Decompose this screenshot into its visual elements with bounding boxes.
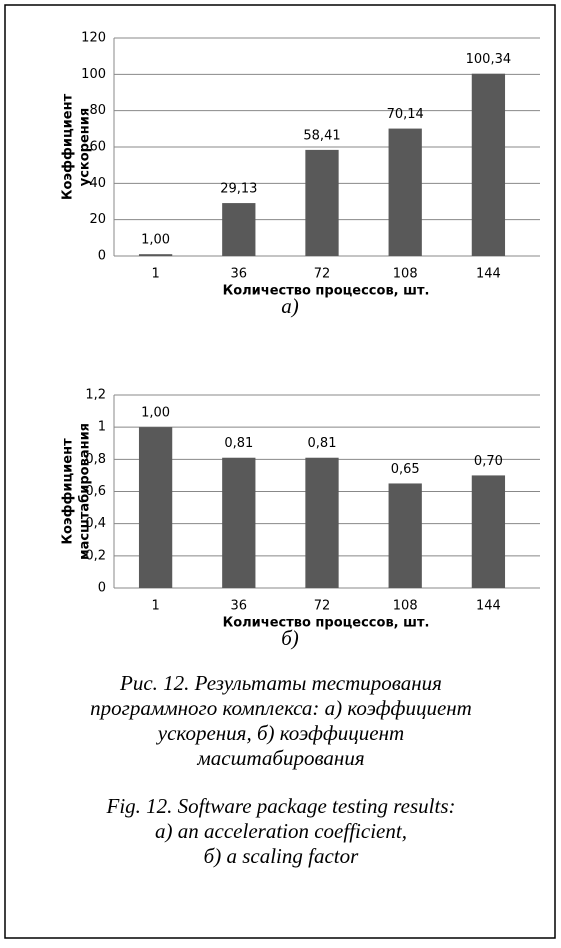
x-tick-label: 72 [314, 599, 331, 614]
y-axis-label: Коэффициент [61, 438, 76, 545]
y-axis-label: Коэффициент [61, 93, 76, 200]
caption-en: a) an acceleration coefficient, [155, 819, 407, 843]
value-label: 0,70 [474, 454, 503, 469]
bar [305, 457, 339, 588]
y-axis-label: масштабирования [78, 423, 93, 560]
y-tick-label: 0,4 [85, 516, 106, 531]
value-label: 1,00 [141, 233, 170, 248]
y-tick-label: 1 [98, 420, 106, 435]
value-label: 0,81 [224, 436, 253, 451]
bar [388, 483, 422, 588]
y-tick-label: 0 [98, 581, 106, 596]
y-tick-label: 100 [81, 67, 106, 82]
y-tick-label: 40 [89, 176, 106, 191]
x-tick-label: 72 [314, 267, 331, 282]
y-tick-label: 0,6 [85, 484, 106, 499]
x-axis-label: Количество процессов, шт. [223, 616, 430, 631]
x-tick-label: 1 [151, 599, 159, 614]
bar [138, 254, 173, 256]
y-axis-label: ускорения [78, 108, 93, 187]
y-tick-label: 0,8 [85, 452, 106, 467]
value-label: 70,14 [387, 107, 424, 122]
caption-en: б) a scaling factor [204, 844, 359, 868]
caption-en: Fig. 12. Software package testing result… [106, 794, 456, 818]
value-label: 58,41 [303, 128, 340, 143]
y-tick-label: 1,2 [85, 388, 106, 403]
value-label: 0,65 [391, 462, 420, 477]
x-tick-label: 1 [151, 267, 159, 282]
x-tick-label: 108 [393, 599, 418, 614]
y-tick-label: 120 [81, 31, 106, 46]
sublabel: б) [281, 626, 299, 650]
x-axis-label: Количество процессов, шт. [223, 284, 430, 299]
caption-ru: масштабирования [196, 746, 364, 770]
x-tick-label: 144 [476, 267, 501, 282]
x-tick-label: 144 [476, 599, 501, 614]
bar [138, 427, 173, 588]
caption-ru: Рис. 12. Результаты тестирования [119, 671, 442, 695]
bar [471, 475, 506, 588]
x-tick-label: 36 [231, 599, 248, 614]
sublabel: а) [281, 294, 299, 318]
value-label: 1,00 [141, 406, 170, 421]
value-label: 29,13 [220, 182, 257, 197]
y-tick-label: 0 [98, 249, 106, 264]
y-tick-label: 80 [89, 103, 106, 118]
y-tick-label: 60 [89, 140, 106, 155]
caption-ru: программного комплекса: а) коэффициент [90, 696, 472, 720]
bar [388, 128, 422, 256]
y-tick-label: 20 [89, 212, 106, 227]
bar [222, 203, 256, 256]
frame [4, 4, 556, 939]
value-label: 0,81 [308, 436, 337, 451]
bar [471, 73, 506, 256]
x-tick-label: 36 [231, 267, 248, 282]
x-tick-label: 108 [393, 267, 418, 282]
value-label: 100,34 [466, 52, 512, 67]
caption-ru: ускорения, б) коэффициент [156, 721, 404, 745]
bar [305, 149, 339, 256]
bar [222, 457, 256, 588]
y-tick-label: 0,2 [85, 548, 106, 563]
